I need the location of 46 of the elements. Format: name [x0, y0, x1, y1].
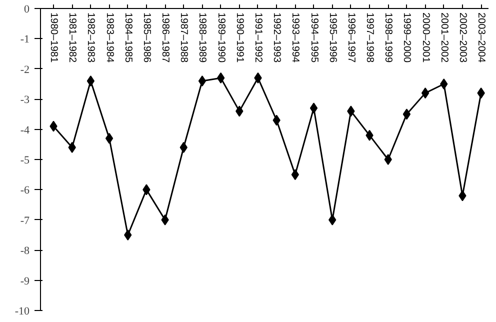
x-tick-label: 2002–2003 [456, 12, 468, 63]
x-tick-label: 1999–2000 [401, 12, 412, 63]
x-tick-label: 1995–1996 [326, 12, 338, 63]
point [198, 75, 206, 86]
x-tick-label: 1992–1993 [271, 12, 282, 63]
x-tick-label: 1990–1991 [234, 12, 245, 63]
point [291, 169, 300, 180]
point [310, 102, 318, 114]
x-tick-label: 1991–1992 [252, 12, 264, 63]
y-tick-label: -10 [14, 306, 30, 318]
point [216, 72, 225, 84]
x-tick-label: 1980–1981 [48, 12, 60, 63]
y-tick-label: -9 [20, 275, 30, 288]
point [384, 154, 392, 165]
x-tick-label: 1985–1986 [140, 12, 152, 63]
point [402, 108, 411, 120]
x-tick-label: 1982–1983 [85, 12, 96, 63]
y-tick-label: 0 [24, 4, 30, 16]
y-tick-label: -8 [20, 245, 30, 258]
x-tick-label: 1998–1999 [382, 12, 394, 63]
x-tick-label: 2000–2001 [420, 12, 431, 63]
x-tick-label: 1983–1984 [104, 12, 115, 63]
y-tick-label: -5 [20, 154, 30, 166]
point [440, 78, 448, 90]
x-tick-label: 1997–1998 [364, 12, 376, 63]
point [124, 230, 132, 240]
x-tick-label: 1987–1988 [178, 12, 190, 63]
x-tick-label: 1981–1982 [66, 12, 78, 63]
y-tick-label: -2 [20, 64, 30, 76]
y-tick-label: -3 [20, 94, 30, 106]
point [105, 132, 114, 144]
y-tick-label: -1 [20, 34, 30, 46]
point [86, 75, 95, 86]
x-tick-label: 1989–1990 [215, 12, 226, 63]
x-tick-label: 2003–2004 [476, 12, 487, 63]
y-tick-label: -7 [20, 214, 30, 227]
x-tick-label: 1994–1995 [308, 12, 320, 63]
x-tick-label: 2001–2002 [438, 12, 450, 63]
x-tick-label: 1996–1997 [345, 12, 356, 63]
x-tick-label: 1984–1985 [122, 12, 134, 63]
x-tick-label: 1993–1994 [290, 12, 301, 63]
point [421, 88, 430, 99]
y-tick-label: -6 [20, 184, 30, 197]
x-tick-label: 1986–1987 [160, 12, 171, 63]
y-tick-label: -4 [20, 124, 30, 136]
x-tick-label: 1988–1989 [196, 12, 208, 63]
